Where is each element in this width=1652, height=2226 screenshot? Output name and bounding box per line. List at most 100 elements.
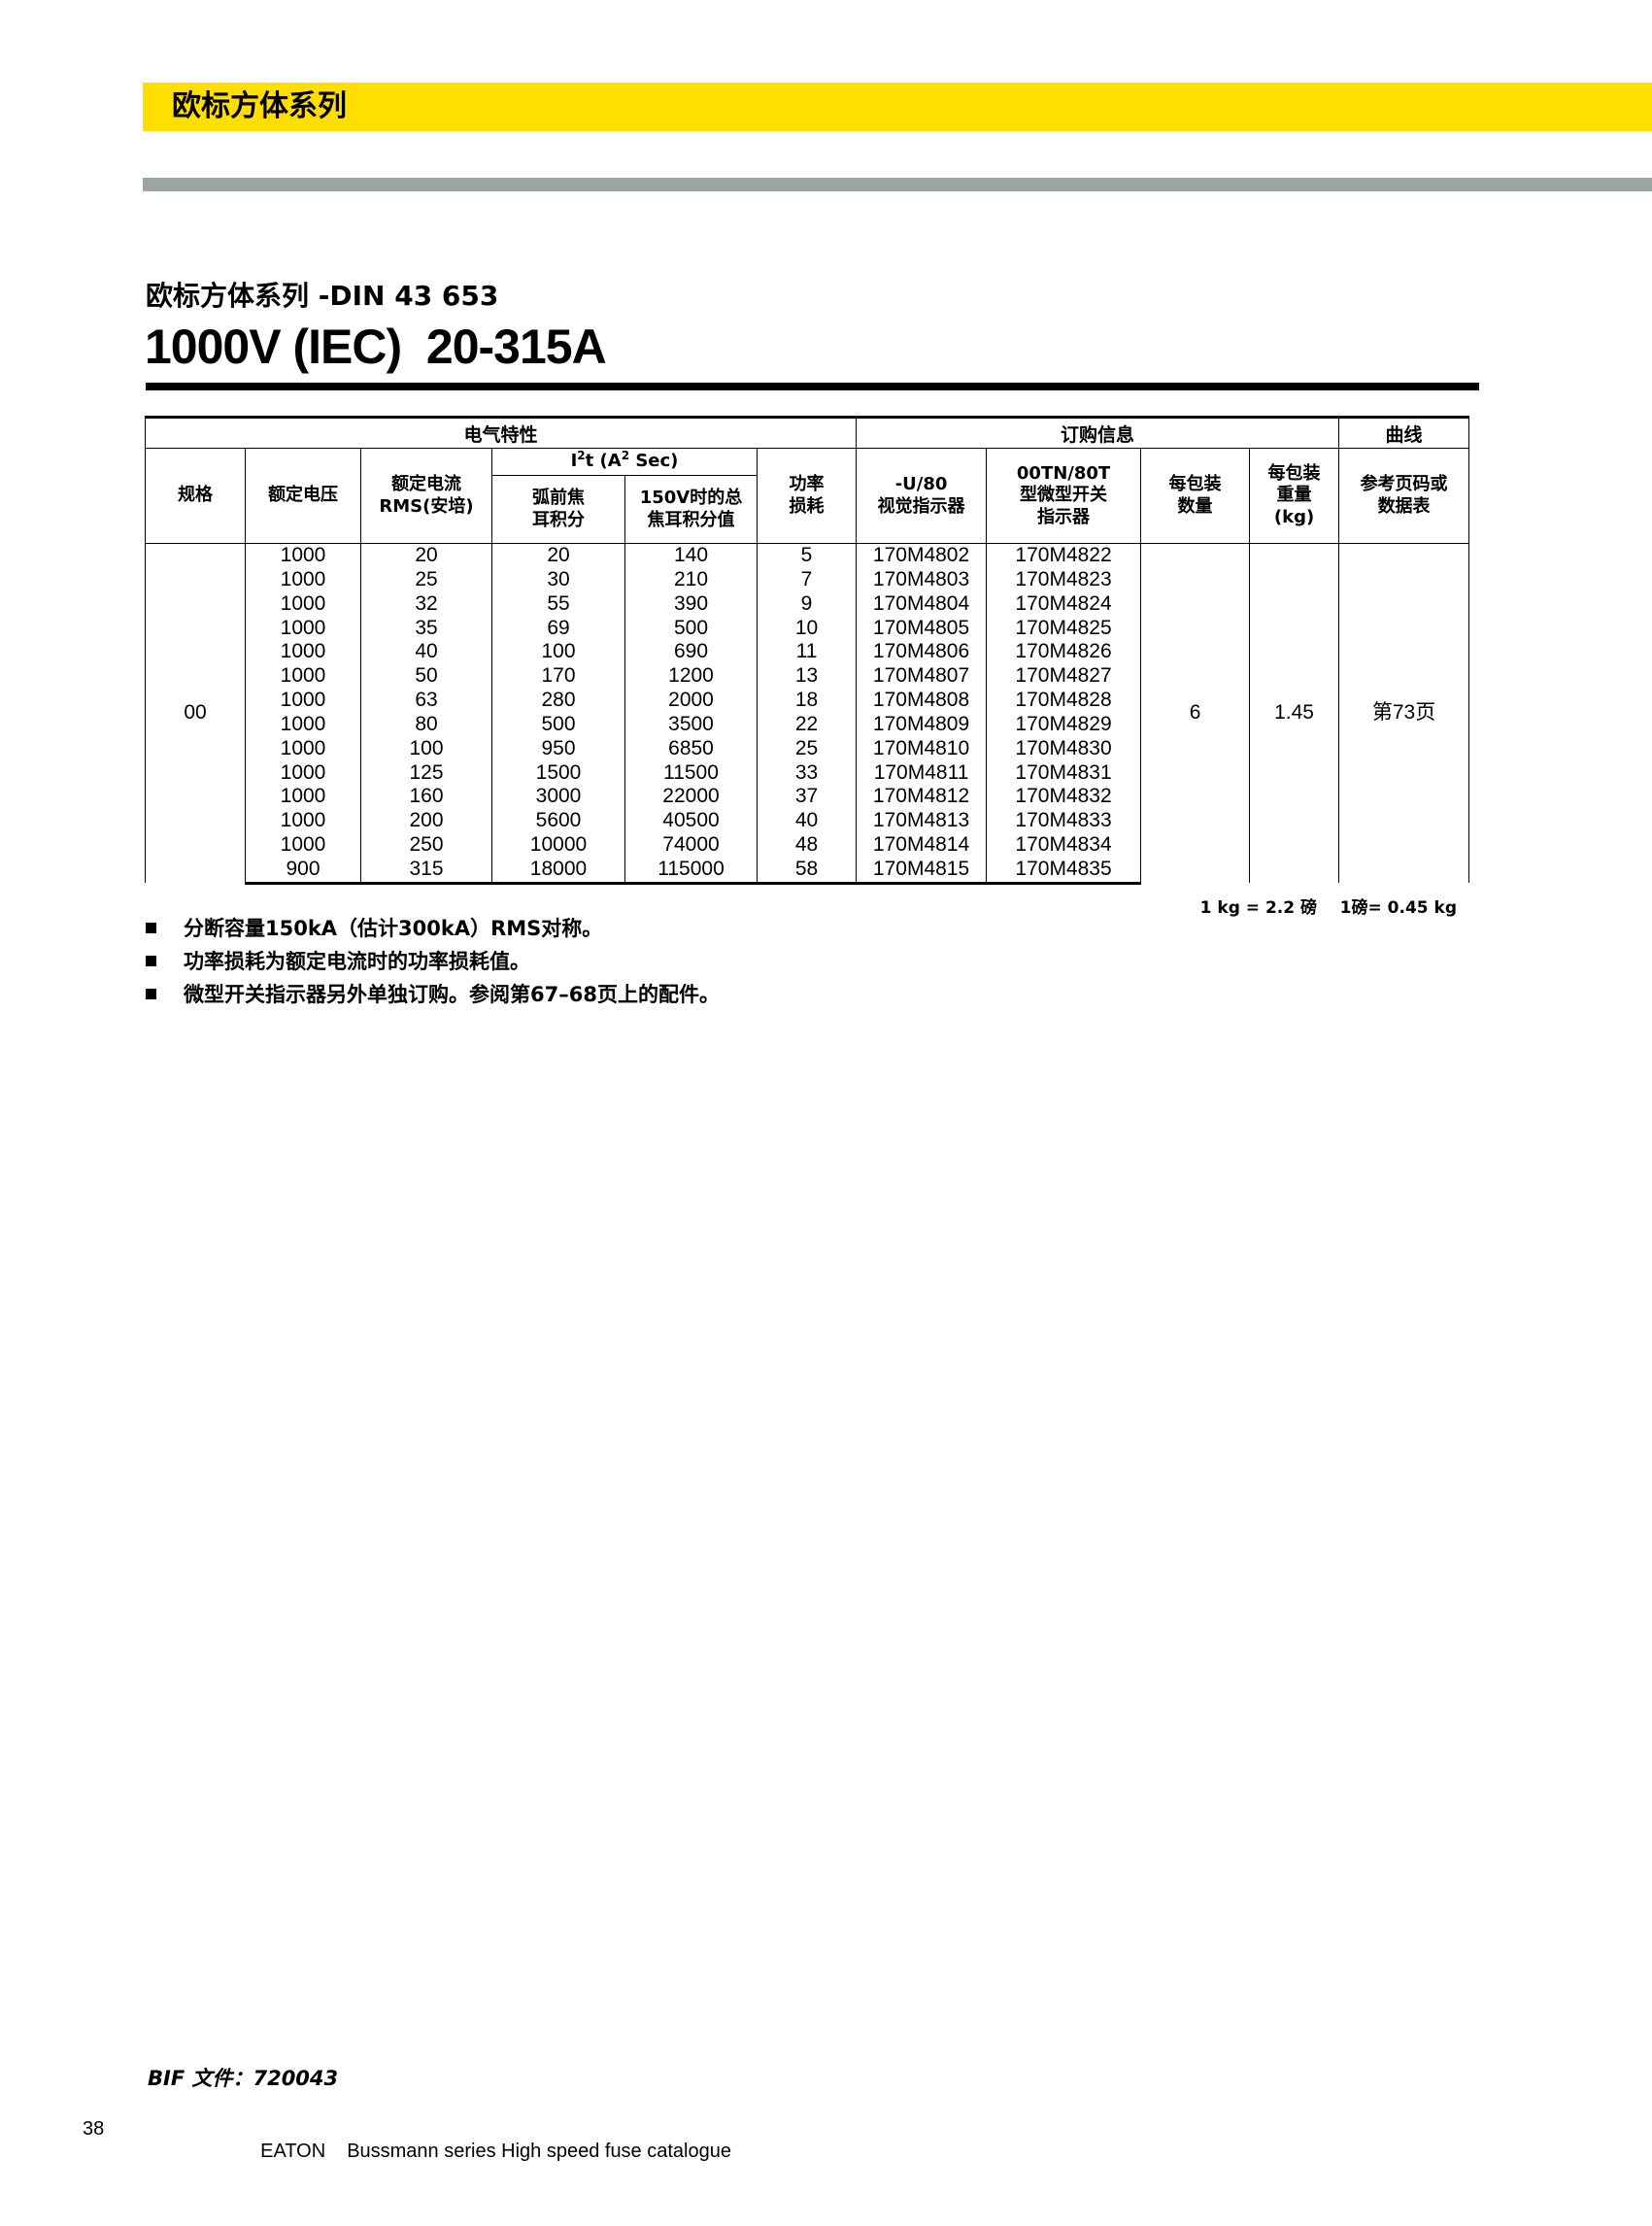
cell-voltage: 1000	[245, 640, 361, 665]
catalog-title: Bussmann series High speed fuse catalogu…	[347, 2141, 731, 2162]
cell-voltage: 1000	[245, 591, 361, 617]
cell-micro-part: 170M4823	[986, 567, 1142, 592]
cell-micro-part: 170M4833	[986, 809, 1142, 834]
cell-visual-part: 170M4815	[856, 857, 988, 885]
rated-current-line2: RMS(安培)	[379, 495, 474, 517]
reference-line2: 数据表	[1377, 495, 1431, 517]
cell-current: 25	[360, 567, 492, 592]
microswitch-line3: 指示器	[1037, 506, 1091, 527]
cell-total: 690	[624, 640, 758, 665]
band-ordering: 订购信息	[856, 416, 1340, 449]
table-row: 1000 250 10000 74000 48 170M4814 170M483…	[146, 833, 1469, 858]
title-rule	[146, 383, 1479, 390]
cell-prearc: 1500	[491, 760, 625, 786]
cell-prearc: 18000	[491, 857, 625, 885]
series-banner: 欧标方体系列	[143, 83, 1652, 131]
cell-power: 48	[756, 833, 858, 858]
prearc-line1: 弧前焦	[532, 488, 585, 508]
cell-current: 160	[360, 785, 492, 810]
cell-power: 7	[756, 567, 858, 592]
cell-power: 33	[756, 760, 858, 786]
table-row: 1000 100 950 6850 25 170M4810 170M4830	[146, 736, 1469, 761]
cell-voltage: 1000	[245, 712, 361, 737]
cell-voltage: 1000	[245, 785, 361, 810]
cell-micro-part: 170M4825	[986, 616, 1142, 641]
col-header-weight-per-pack: 每包装 重量 (kg)	[1249, 448, 1340, 544]
prearc-line2: 耳积分	[532, 509, 585, 530]
col-header-spec: 规格	[145, 448, 246, 544]
total-i2t-line1: 150V时的总	[639, 488, 743, 508]
cell-current: 315	[360, 857, 492, 885]
qty-line1: 每包装	[1168, 474, 1222, 494]
cell-micro-part: 170M4834	[986, 833, 1142, 858]
cell-total: 2000	[624, 689, 758, 713]
cell-visual-part: 170M4803	[856, 567, 988, 592]
table-row: 1000 40 100 690 11 170M4806 170M4826	[146, 640, 1469, 665]
i2t-sup1: 2	[577, 449, 586, 463]
cell-voltage: 900	[245, 857, 361, 885]
cell-total: 11500	[624, 760, 758, 786]
cell-visual-part: 170M4802	[856, 543, 988, 568]
cell-prearc: 280	[491, 689, 625, 713]
col-header-qty-per-pack: 每包装 数量	[1140, 448, 1251, 544]
col-header-rated-current: 额定电流 RMS(安培)	[360, 448, 492, 544]
table-header-row-2: 弧前焦 耳积分 150V时的总 焦耳积分值	[146, 475, 1469, 544]
cell-micro-part: 170M4827	[986, 664, 1142, 690]
cell-visual-part: 170M4812	[856, 785, 988, 810]
table-row: 1000 32 55 390 9 170M4804 170M4824	[146, 591, 1469, 617]
i2t-sup2: 2	[621, 449, 630, 463]
cell-prearc: 500	[491, 712, 625, 737]
cell-current: 32	[360, 591, 492, 617]
table-header-row-1: 规格 额定电压 额定电流 RMS(安培) I2t (A2 Sec) 功率 损耗 …	[145, 448, 1470, 544]
cell-power: 11	[756, 640, 858, 665]
col-header-i2t: I2t (A2 Sec)	[491, 448, 758, 476]
cell-micro-part: 170M4824	[986, 591, 1142, 617]
cell-prearc: 20	[491, 543, 625, 568]
footnote-item: 分断容量150kA（估计300kA）RMS对称。	[146, 915, 720, 942]
cell-visual-part: 170M4808	[856, 689, 988, 713]
footnote-text: 功率损耗为额定电流时的功率损耗值。	[184, 950, 530, 973]
cell-prearc: 10000	[491, 833, 625, 858]
gray-divider-bar	[143, 178, 1652, 191]
cell-power: 40	[756, 809, 858, 834]
cell-total: 115000	[624, 857, 758, 885]
table-row: 1000 50 170 1200 13 170M4807 170M4827	[146, 664, 1469, 690]
square-bullet-icon	[146, 989, 156, 999]
cell-visual-part: 170M4813	[856, 809, 988, 834]
i2t-base1: I	[570, 451, 578, 472]
cell-visual-part: 170M4814	[856, 833, 988, 858]
microswitch-line1: 00TN/80T	[1016, 462, 1111, 484]
col-header-rated-voltage: 额定电压	[245, 448, 361, 544]
cell-voltage: 1000	[245, 689, 361, 713]
cell-total: 74000	[624, 833, 758, 858]
cell-total: 500	[624, 616, 758, 641]
weight-line2: 重量	[1276, 485, 1312, 506]
rated-current-line1: 额定电流	[391, 474, 461, 494]
cell-micro-part: 170M4829	[986, 712, 1142, 737]
cell-prearc: 3000	[491, 785, 625, 810]
table-row: 1000 125 1500 11500 33 170M4811 170M4831	[146, 760, 1469, 786]
reference-value-cell: 第73页	[1338, 543, 1470, 884]
i2t-base3: Sec)	[629, 451, 679, 472]
cell-voltage: 1000	[245, 543, 361, 568]
qty-line2: 数量	[1177, 495, 1213, 517]
series-subtitle: 欧标方体系列 -DIN 43 653	[146, 280, 499, 312]
cell-current: 35	[360, 616, 492, 641]
col-header-prearc: 弧前焦 耳积分	[491, 475, 625, 544]
cell-power: 10	[756, 616, 858, 641]
table-row: 1000 25 30 210 7 170M4803 170M4823	[146, 567, 1469, 592]
cell-current: 80	[360, 712, 492, 737]
cell-power: 13	[756, 664, 858, 690]
weight-line3: (kg)	[1273, 506, 1315, 527]
cell-prearc: 100	[491, 640, 625, 665]
series-banner-label: 欧标方体系列	[172, 89, 347, 123]
col-header-visual-indicator: -U/80 视觉指示器	[856, 448, 988, 544]
qty-value-cell: 6	[1140, 543, 1251, 884]
page-title: 1000V (IEC) 20-315A	[145, 320, 607, 374]
cell-micro-part: 170M4828	[986, 689, 1142, 713]
cell-micro-part: 170M4835	[986, 857, 1142, 885]
total-i2t-line2: 焦耳积分值	[647, 509, 735, 530]
cell-total: 6850	[624, 736, 758, 761]
cell-current: 50	[360, 664, 492, 690]
table-row: 1000 35 69 500 10 170M4805 170M4825	[146, 616, 1469, 641]
